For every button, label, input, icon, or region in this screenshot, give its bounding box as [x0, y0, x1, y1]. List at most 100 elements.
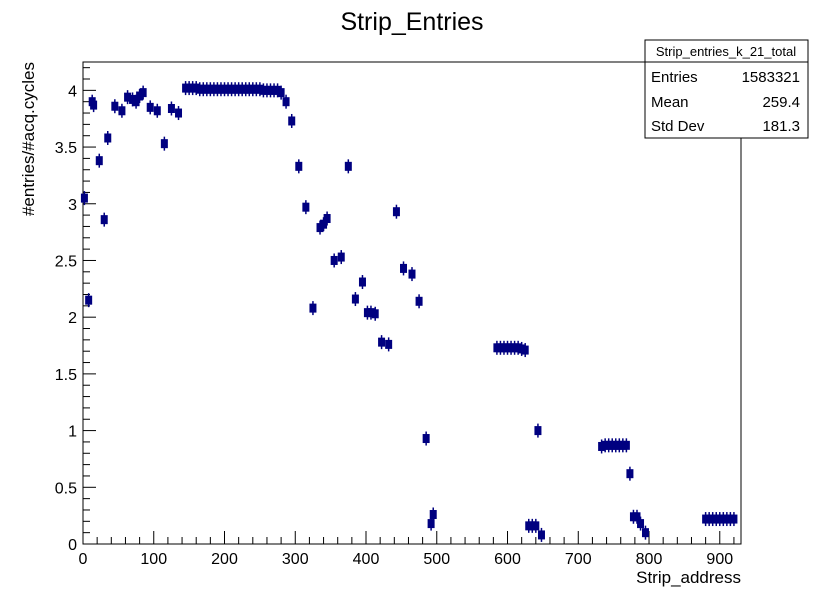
data-point — [400, 261, 408, 276]
point-marker — [719, 514, 727, 524]
y-tick-label: 0.5 — [55, 480, 77, 497]
data-point — [302, 200, 310, 215]
data-point — [598, 439, 606, 454]
point-marker — [274, 85, 282, 95]
data-point — [493, 340, 501, 355]
data-point — [427, 516, 435, 531]
data-point — [712, 512, 720, 527]
data-point — [422, 431, 430, 446]
data-point — [612, 438, 620, 453]
data-point — [719, 512, 727, 527]
y-tick-label: 3 — [68, 197, 77, 214]
point-marker — [146, 102, 154, 112]
data-point — [182, 81, 190, 96]
data-point — [337, 250, 345, 265]
x-tick-label: 0 — [79, 551, 88, 568]
point-marker — [288, 116, 296, 126]
point-marker — [136, 91, 144, 101]
data-point — [633, 509, 641, 524]
data-point — [615, 438, 623, 453]
data-point — [192, 81, 200, 96]
point-marker — [256, 84, 264, 94]
data-point — [175, 106, 183, 121]
data-point — [288, 113, 296, 128]
data-point — [605, 438, 613, 453]
data-point — [221, 82, 229, 97]
data-point — [228, 82, 236, 97]
point-marker — [111, 101, 119, 111]
data-point — [139, 85, 147, 100]
data-point — [392, 204, 400, 219]
point-marker — [175, 108, 183, 118]
data-point — [385, 337, 393, 352]
point-marker — [633, 512, 641, 522]
data-point — [528, 518, 536, 533]
y-tick-label: 2 — [68, 310, 77, 327]
point-marker — [493, 343, 501, 353]
point-marker — [367, 308, 375, 318]
x-tick-label: 900 — [706, 551, 733, 568]
y-axis: 0 0.5 1 1.5 2 2.5 3 3.5 4 — [55, 67, 96, 554]
data-point — [242, 82, 250, 97]
point-marker — [534, 426, 542, 436]
data-point — [132, 94, 140, 109]
y-tick-label: 3.5 — [55, 140, 77, 157]
data-point — [196, 82, 204, 97]
x-tick-label: 800 — [636, 551, 663, 568]
point-marker — [266, 85, 274, 95]
data-point — [619, 438, 627, 453]
stats-box: Strip_entries_k_21_total Entries 1583321… — [644, 39, 809, 139]
data-point — [514, 340, 522, 355]
point-marker — [612, 440, 620, 450]
point-marker — [224, 84, 232, 94]
x-tick-label: 500 — [423, 551, 450, 568]
data-point — [723, 512, 731, 527]
data-point — [210, 82, 218, 97]
stats-mean-value: 259.4 — [762, 94, 800, 111]
data-point — [320, 217, 328, 232]
point-marker — [213, 84, 221, 94]
data-point — [726, 512, 734, 527]
data-point — [641, 525, 649, 540]
data-point — [730, 512, 738, 527]
point-marker — [415, 296, 423, 306]
point-marker — [316, 223, 324, 233]
point-marker — [118, 106, 126, 116]
point-marker — [80, 193, 88, 203]
data-point — [185, 81, 193, 96]
x-tick-label: 300 — [282, 551, 309, 568]
point-marker — [282, 97, 290, 107]
data-point — [146, 100, 154, 115]
x-tick-label: 200 — [211, 551, 238, 568]
x-axis: 0 100 200 300 400 500 600 700 800 900 — [79, 531, 735, 568]
point-marker — [90, 100, 98, 110]
data-point — [217, 82, 225, 97]
data-point — [309, 301, 317, 316]
point-marker — [702, 514, 710, 524]
data-point — [213, 82, 221, 97]
point-marker — [249, 84, 257, 94]
y-tick-label: 4 — [68, 83, 77, 100]
point-marker — [641, 528, 649, 538]
data-point — [295, 159, 303, 174]
stats-mean-label: Mean — [651, 94, 689, 111]
stats-entries-label: Entries — [651, 69, 698, 86]
y-tick-label: 0 — [68, 537, 77, 554]
data-point — [344, 159, 352, 174]
data-point — [378, 335, 386, 350]
point-marker — [277, 88, 285, 98]
data-point — [129, 92, 137, 107]
data-point — [111, 99, 119, 114]
data-point — [521, 343, 529, 358]
data-point — [415, 294, 423, 309]
point-marker — [185, 83, 193, 93]
data-point — [160, 136, 168, 151]
point-marker — [295, 161, 303, 171]
point-marker — [129, 94, 137, 104]
point-marker — [238, 84, 246, 94]
y-tick-label: 1 — [68, 424, 77, 441]
data-point — [626, 466, 634, 481]
data-point — [351, 292, 359, 307]
point-marker — [358, 277, 366, 287]
data-point — [408, 267, 416, 282]
